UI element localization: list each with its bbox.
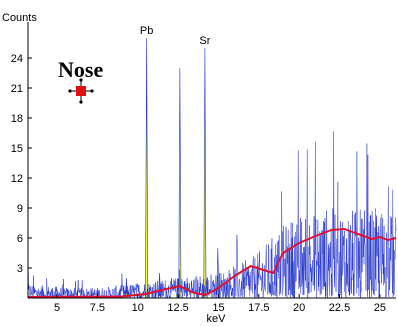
marker-dot-left bbox=[68, 89, 72, 93]
peak-0 bbox=[145, 37, 149, 299]
sample-label: Nose bbox=[58, 57, 103, 82]
y-tick-label: 21 bbox=[11, 83, 23, 95]
peaks-layer bbox=[125, 37, 220, 299]
y-tick-label: 24 bbox=[11, 53, 23, 65]
y-tick-label: 18 bbox=[11, 113, 23, 125]
y-tick-label: 9 bbox=[17, 203, 23, 215]
x-tick-label: 15 bbox=[212, 302, 224, 314]
marker-dot-right bbox=[90, 89, 94, 93]
peak-label-pb: Pb bbox=[140, 25, 153, 37]
x-tick-label: 10 bbox=[132, 302, 144, 314]
marker-dot-top bbox=[79, 78, 83, 82]
x-tick-label: 5 bbox=[54, 302, 60, 314]
x-tick-label: 12.5 bbox=[167, 302, 188, 314]
y-tick-label: 12 bbox=[11, 173, 23, 185]
x-tick-label: 22.5 bbox=[329, 302, 350, 314]
x-tick-label: 25 bbox=[374, 302, 386, 314]
x-tick-label: 17.5 bbox=[248, 302, 269, 314]
marker-center bbox=[76, 86, 86, 96]
x-tick-label: 20 bbox=[293, 302, 305, 314]
fit-layer bbox=[27, 228, 397, 298]
peak-labels-layer: Pb Sr bbox=[140, 25, 211, 47]
peak-label-sr: Sr bbox=[199, 35, 210, 47]
marker-dot-bottom bbox=[79, 100, 83, 104]
x-axis-title: keV bbox=[207, 313, 227, 325]
y-tick-label: 3 bbox=[17, 263, 23, 275]
y-tick-label: 15 bbox=[11, 143, 23, 155]
raw-counts-trace bbox=[27, 131, 397, 299]
y-tick-label: 6 bbox=[17, 233, 23, 245]
y-axis-title: Counts bbox=[2, 12, 37, 24]
crosshair-marker bbox=[68, 78, 94, 104]
peak-2 bbox=[203, 47, 207, 299]
axes-layer: 3 6 9 12 15 18 21 24 5 7.5 10 12.5 15 17.5 20 22.5 25 bbox=[11, 22, 396, 314]
noise-layer bbox=[27, 131, 397, 299]
background-fit-line-0 bbox=[27, 228, 397, 298]
x-tick-label: 7.5 bbox=[90, 302, 105, 314]
peak-1 bbox=[178, 67, 182, 299]
